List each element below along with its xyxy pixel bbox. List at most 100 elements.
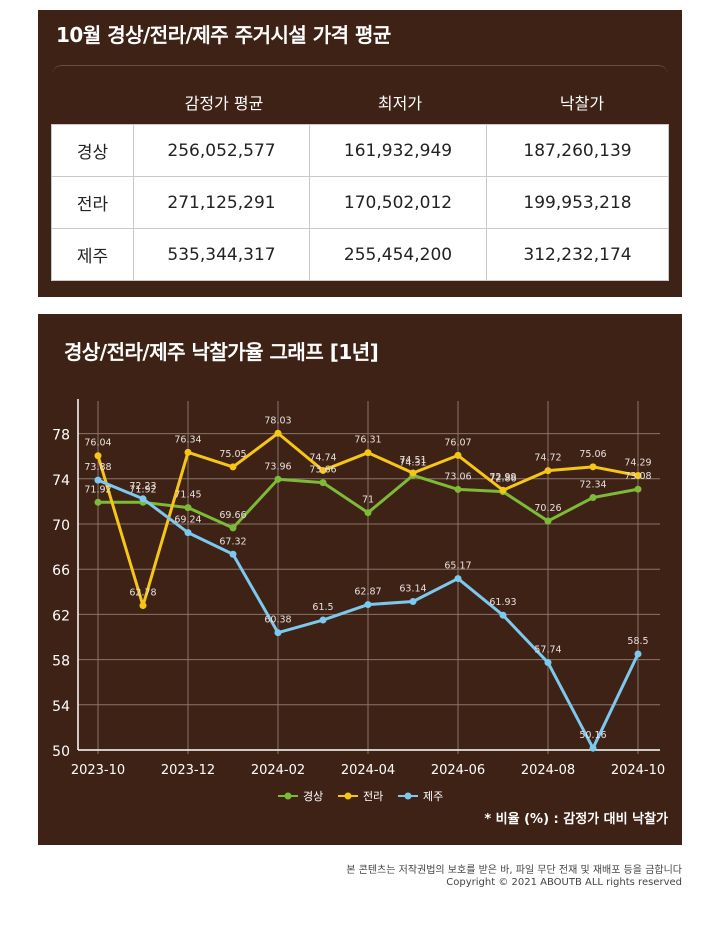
- data-point: [589, 463, 597, 471]
- data-point: [499, 611, 507, 619]
- value-cell: 271,125,291: [133, 176, 310, 229]
- data-label: 76.34: [174, 434, 201, 445]
- data-label: 70.26: [534, 503, 561, 514]
- data-label: 69.66: [219, 510, 246, 521]
- table-title: 10월 경상/전라/제주 주거시설 가격 평균: [56, 23, 391, 47]
- data-point: [184, 504, 192, 512]
- data-label: 61.5: [312, 602, 333, 613]
- x-tick-label: 2023-12: [161, 763, 215, 778]
- data-label: 71.92: [129, 484, 156, 495]
- x-tick-label: 2024-08: [521, 763, 575, 778]
- data-point: [454, 575, 462, 583]
- data-point: [589, 744, 597, 752]
- y-tick-label: 50: [52, 744, 70, 760]
- data-label: 65.17: [444, 561, 471, 572]
- data-label: 62.87: [354, 587, 381, 598]
- data-label: 73.06: [444, 471, 471, 482]
- x-tick-label: 2024-02: [251, 763, 305, 778]
- data-label: 71: [362, 495, 374, 506]
- data-label: 67.32: [219, 536, 246, 547]
- x-tick-label: 2024-04: [341, 763, 395, 778]
- data-point: [454, 485, 462, 493]
- x-tick-label: 2024-06: [431, 763, 485, 778]
- chart-title: 경상/전라/제주 낙찰가율 그래프 [1년]: [64, 340, 379, 364]
- data-point: [364, 509, 372, 517]
- data-point: [409, 598, 417, 606]
- value-cell: 312,232,174: [486, 228, 669, 281]
- y-tick-label: 54: [52, 699, 70, 715]
- data-label: 50.16: [579, 730, 606, 741]
- y-tick-label: 62: [52, 608, 70, 624]
- legend-label: 전라: [363, 790, 383, 803]
- data-point: [544, 517, 552, 525]
- data-label: 74.51: [399, 455, 426, 466]
- chart-panel: 경상/전라/제주 낙찰가율 그래프 [1년] 50 54 58 62 66 70 74 78 2…: [38, 314, 682, 845]
- region-cell: 경상: [51, 124, 134, 177]
- data-label: 57.74: [534, 645, 561, 656]
- data-point: [229, 550, 237, 558]
- data-point: [634, 472, 642, 480]
- column-header-appraisal: 감정가 평균: [184, 94, 264, 113]
- price-table-panel: 10월 경상/전라/제주 주거시설 가격 평균 감정가 평균 최저가 낙찰가 경…: [38, 10, 682, 297]
- legend-swatch-point: [344, 792, 352, 800]
- data-point: [229, 463, 237, 471]
- data-point: [139, 602, 147, 610]
- y-tick-label: 58: [52, 654, 70, 670]
- data-label: 74.74: [309, 452, 336, 463]
- data-label: 74.29: [624, 458, 651, 469]
- data-label: 74.72: [534, 453, 561, 464]
- line-chart: 50 54 58 62 66 70 74 78 2023-10 2023-12 2024-02 202…: [52, 399, 668, 827]
- x-tick-label: 2024-10: [611, 763, 665, 778]
- region-cell: 전라: [51, 176, 134, 229]
- table-row: 전라 271,125,291 170,502,012 199,953,218: [51, 176, 669, 229]
- data-point: [94, 452, 102, 460]
- legend-label: 경상: [303, 790, 323, 803]
- data-point: [94, 476, 102, 484]
- data-label: 75.05: [219, 449, 246, 460]
- data-point: [94, 498, 102, 506]
- value-cell: 161,932,949: [309, 124, 487, 177]
- data-point: [544, 467, 552, 475]
- y-tick-label: 70: [52, 518, 70, 534]
- value-cell: 199,953,218: [486, 176, 669, 229]
- data-point: [319, 479, 327, 487]
- column-header-winning-bid: 낙찰가: [559, 94, 605, 113]
- data-point: [274, 629, 282, 637]
- value-cell: 535,344,317: [133, 228, 310, 281]
- legend-swatch-point: [284, 792, 292, 800]
- data-point: [499, 486, 507, 494]
- copyright-text: Copyright © 2021 ABOUTB ALL rights reser…: [446, 877, 682, 888]
- value-cell: 255,454,200: [309, 228, 487, 281]
- table-row: 제주 535,344,317 255,454,200 312,232,174: [51, 228, 669, 281]
- data-point: [184, 448, 192, 456]
- data-label: 71.92: [84, 484, 111, 495]
- data-label: 72.23: [129, 481, 156, 492]
- data-label: 58.5: [627, 636, 648, 647]
- data-label: 61.93: [489, 597, 516, 608]
- data-label: 76.04: [84, 438, 111, 449]
- legend-swatch-point: [404, 792, 412, 800]
- ratio-note: * 비율 (%) : 감정가 대비 낙찰가: [484, 811, 668, 827]
- y-tick-label: 66: [52, 563, 70, 579]
- table-header: 감정가 평균 최저가 낙찰가: [51, 78, 669, 123]
- data-label: 72.99: [489, 472, 516, 483]
- data-point: [634, 485, 642, 493]
- data-label: 76.07: [444, 437, 471, 448]
- data-label: 63.14: [399, 584, 426, 595]
- data-label: 75.06: [579, 449, 606, 460]
- price-table: 경상 256,052,577 161,932,949 187,260,139 전…: [51, 124, 669, 281]
- data-point: [634, 650, 642, 658]
- data-point: [139, 495, 147, 503]
- header-divider: [52, 65, 668, 80]
- data-label: 73.08: [624, 471, 651, 482]
- y-tick-label: 78: [52, 428, 70, 444]
- data-point: [319, 616, 327, 624]
- data-point: [409, 469, 417, 477]
- data-point: [319, 466, 327, 474]
- data-label: 62.78: [129, 588, 156, 599]
- data-point: [589, 494, 597, 502]
- data-label: 72.86: [489, 474, 516, 485]
- legend-label: 제주: [423, 790, 443, 803]
- y-tick-label: 74: [52, 473, 70, 489]
- data-point: [274, 429, 282, 437]
